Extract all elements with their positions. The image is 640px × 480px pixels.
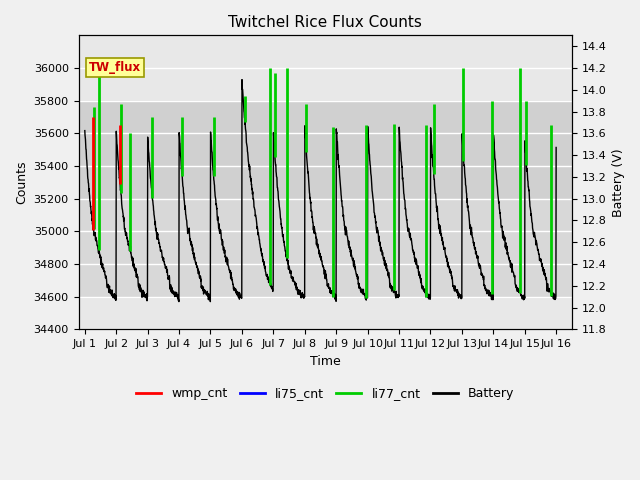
Bar	[79, 101, 572, 199]
Text: TW_flux: TW_flux	[88, 61, 141, 74]
Y-axis label: Battery (V): Battery (V)	[612, 148, 625, 216]
Title: Twitchel Rice Flux Counts: Twitchel Rice Flux Counts	[228, 15, 422, 30]
Legend: wmp_cnt, li75_cnt, li77_cnt, Battery: wmp_cnt, li75_cnt, li77_cnt, Battery	[131, 383, 519, 406]
Y-axis label: Counts: Counts	[15, 161, 28, 204]
Bar	[79, 199, 572, 297]
X-axis label: Time: Time	[310, 355, 340, 368]
